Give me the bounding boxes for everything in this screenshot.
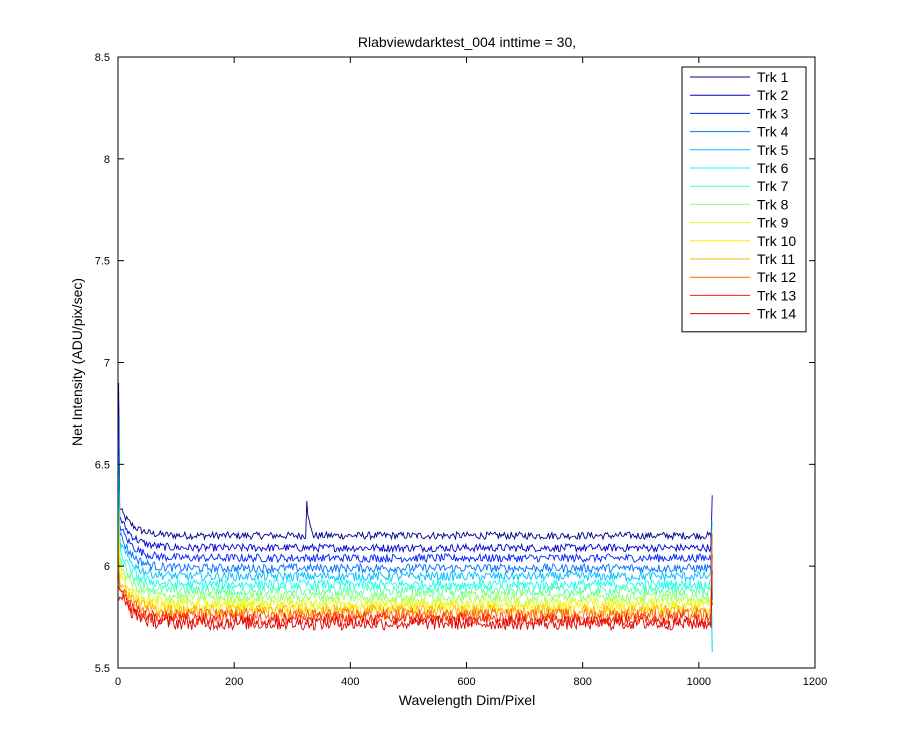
y-tick-label: 6.5 [95,459,110,471]
legend-label: Trk 7 [757,178,789,194]
series-line-trk-4 [118,437,713,575]
y-tick-label: 8 [104,154,110,166]
legend-label: Trk 3 [757,105,789,121]
series-line-trk-7 [118,490,713,598]
legend-box [681,66,807,333]
x-tick-label: 1200 [803,676,827,688]
legend-label: Trk 9 [757,215,789,231]
series-line-trk-12 [118,534,713,623]
legend-label: Trk 6 [757,160,789,176]
series-line-trk-5 [118,456,713,652]
legend-label: Trk 2 [757,87,789,103]
series-line-trk-2 [118,401,713,554]
y-axis-label: Net Intensity (ADU/pix/sec) [69,278,85,446]
series-line-trk-14 [118,569,713,632]
legend-label: Trk 13 [757,287,796,303]
y-tick-label: 5.5 [95,663,110,675]
series-line-trk-11 [118,555,713,619]
series-layer [118,382,713,652]
chart-title: Rlabviewdarktest_004 inttime = 30, [358,34,576,50]
series-line-trk-10 [118,530,713,615]
series-line-trk-8 [118,507,713,604]
series-line-trk-3 [118,419,713,599]
axis-ticks: 0 200 400 600 800 1000 1200 5.5 6 6.5 7 7.5 8 8.5 [95,52,828,688]
x-tick-label: 400 [341,676,359,688]
y-tick-label: 6 [104,561,110,573]
y-tick-label: 7 [104,358,110,370]
x-tick-label: 1000 [687,676,711,688]
legend-label: Trk 14 [757,306,796,322]
legend-label: Trk 12 [757,269,796,285]
x-axis-label: Wavelength Dim/Pixel [399,692,535,708]
x-tick-label: 200 [225,676,243,688]
x-tick-label: 800 [573,676,591,688]
legend-label: Trk 4 [757,124,789,140]
legend-label: Trk 5 [757,142,789,158]
legend-label: Trk 8 [757,196,789,212]
legend-label: Trk 11 [757,251,795,267]
x-tick-label: 0 [115,676,121,688]
series-line-trk-6 [118,474,713,628]
y-tick-label: 8.5 [95,52,110,64]
legend: Trk 1 Trk 2 Trk 3 Trk 4 Trk 5 Trk 6 Trk 7 Trk 8… [681,66,807,333]
legend-label: Trk 10 [757,233,796,249]
y-tick-label: 7.5 [95,256,110,268]
series-line-trk-1 [118,382,713,606]
x-tick-label: 600 [457,676,475,688]
legend-label: Trk 1 [757,69,789,85]
